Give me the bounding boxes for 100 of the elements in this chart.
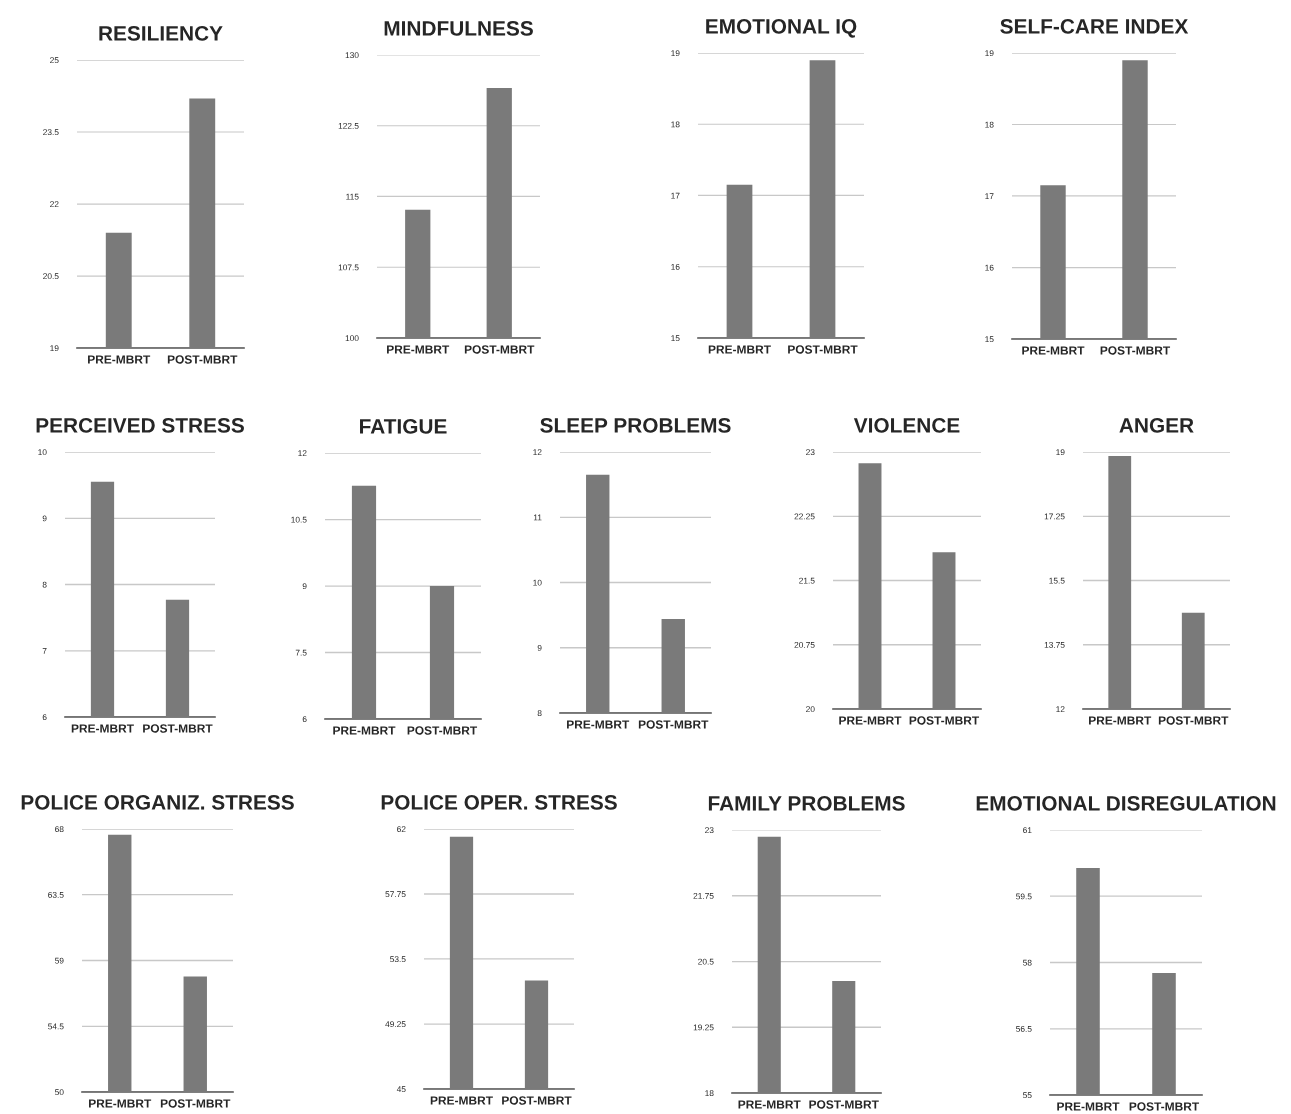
chart-title: SELF-CARE INDEX xyxy=(1000,19,1189,34)
chart-title: ANGER xyxy=(1119,418,1194,433)
x-tick-label: PRE-MBRT xyxy=(1022,346,1085,355)
y-tick-label: 16 xyxy=(671,263,680,270)
y-tick-label: 100 xyxy=(345,335,359,342)
y-tick-label: 22 xyxy=(50,201,59,208)
y-tick-label: 20 xyxy=(806,706,815,713)
x-tick-label: PRE-MBRT xyxy=(839,716,902,725)
y-tick-label: 20.5 xyxy=(43,273,59,280)
y-tick-label: 58 xyxy=(1023,959,1032,966)
y-tick-label: 7.5 xyxy=(295,649,307,656)
y-tick-label: 19 xyxy=(985,50,994,57)
y-tick-label: 15 xyxy=(671,335,680,342)
y-tick-label: 59.5 xyxy=(1016,893,1032,900)
y-tick-label: 12 xyxy=(1056,706,1065,713)
x-tick-label: PRE-MBRT xyxy=(738,1100,801,1109)
y-tick-label: 10.5 xyxy=(291,516,307,523)
y-tick-label: 9 xyxy=(42,515,47,522)
x-tick-label: PRE-MBRT xyxy=(88,355,151,364)
x-tick-label: PRE-MBRT xyxy=(71,724,134,733)
y-tick-label: 15.5 xyxy=(1049,577,1065,584)
y-tick-label: 7 xyxy=(42,648,47,654)
y-tick-label: 25 xyxy=(50,57,59,64)
y-tick-label: 15 xyxy=(985,336,994,343)
x-tick-label: POST-MBRT xyxy=(788,345,858,354)
y-tick-label: 6 xyxy=(302,716,307,723)
y-tick-label: 20.5 xyxy=(698,958,714,965)
y-tick-label: 9 xyxy=(537,644,542,651)
y-tick-label: 17 xyxy=(985,193,994,200)
y-tick-label: 8 xyxy=(537,710,542,717)
x-tick-label: POST-MBRT xyxy=(909,716,980,725)
y-tick-label: 17 xyxy=(671,192,680,199)
chart-title: VIOLENCE xyxy=(853,418,960,433)
y-tick-label: 63.5 xyxy=(48,891,64,898)
y-tick-label: 17.25 xyxy=(1044,513,1065,520)
y-tick-label: 130 xyxy=(345,52,359,59)
x-tick-label: PRE-MBRT xyxy=(1057,1102,1120,1111)
y-tick-label: 18 xyxy=(985,121,994,128)
x-tick-label: PRE-MBRT xyxy=(333,726,396,735)
y-tick-label: 59 xyxy=(55,957,64,964)
y-tick-label: 107.5 xyxy=(338,264,359,271)
chart-title: EMOTIONAL IQ xyxy=(706,19,857,38)
y-tick-label: 10 xyxy=(38,449,47,456)
y-tick-label: 57.75 xyxy=(385,891,406,898)
x-tick-label: POST-MBRT xyxy=(167,355,238,364)
x-tick-label: POST-MBRT xyxy=(143,724,213,733)
y-tick-label: 53.5 xyxy=(390,956,406,963)
y-tick-label: 115 xyxy=(346,193,359,200)
y-tick-label: 122.5 xyxy=(338,122,359,129)
chart-title: RESILIENCY xyxy=(99,26,223,41)
y-tick-label: 68 xyxy=(55,826,64,833)
y-tick-label: 13.75 xyxy=(1044,641,1065,648)
y-tick-label: 55 xyxy=(1023,1092,1032,1099)
x-tick-label: POST-MBRT xyxy=(464,345,535,354)
x-tick-label: PRE-MBRT xyxy=(708,345,771,354)
y-tick-label: 19.25 xyxy=(693,1024,714,1031)
y-tick-label: 49.25 xyxy=(385,1021,406,1028)
x-tick-label: POST-MBRT xyxy=(1129,1102,1200,1111)
y-tick-label: 50 xyxy=(55,1089,64,1096)
chart-title: EMOTIONAL DISREGULATION xyxy=(976,796,1276,811)
y-tick-label: 21.75 xyxy=(693,892,714,899)
x-tick-label: POST-MBRT xyxy=(407,726,478,735)
x-tick-label: POST-MBRT xyxy=(502,1096,572,1105)
y-tick-label: 56.5 xyxy=(1016,1025,1032,1032)
y-tick-label: 16 xyxy=(985,264,994,271)
y-tick-label: 19 xyxy=(1056,449,1065,456)
y-tick-label: 23 xyxy=(705,827,714,834)
x-tick-label: PRE-MBRT xyxy=(89,1099,152,1108)
y-tick-label: 21.5 xyxy=(799,577,815,584)
y-tick-label: 23 xyxy=(806,449,815,456)
y-tick-label: 61 xyxy=(1023,827,1032,834)
x-tick-label: POST-MBRT xyxy=(638,720,709,729)
y-tick-label: 12 xyxy=(533,449,542,456)
chart-title: FAMILY PROBLEMS xyxy=(708,796,905,811)
y-tick-label: 54.5 xyxy=(48,1023,64,1030)
y-tick-label: 22.25 xyxy=(794,513,815,520)
y-tick-label: 18 xyxy=(705,1090,714,1097)
chart-title: FATIGUE xyxy=(360,419,447,434)
y-tick-label: 23.5 xyxy=(43,129,59,136)
y-tick-label: 6 xyxy=(42,714,47,721)
y-tick-label: 10 xyxy=(533,579,542,586)
x-tick-label: POST-MBRT xyxy=(809,1100,879,1109)
chart-title: POLICE ORGANIZ. STRESS xyxy=(21,795,294,810)
chart-title: MINDFULNESS xyxy=(384,21,533,36)
y-tick-label: 20.75 xyxy=(794,641,815,648)
y-tick-label: 12 xyxy=(298,450,307,457)
x-tick-label: POST-MBRT xyxy=(1100,346,1171,355)
y-tick-label: 19 xyxy=(671,50,680,57)
y-tick-label: 8 xyxy=(42,581,47,588)
x-tick-label: POST-MBRT xyxy=(1158,716,1229,725)
y-tick-label: 45 xyxy=(396,1086,406,1093)
y-tick-label: 62 xyxy=(397,826,406,833)
chart-title: POLICE OPER. STRESS xyxy=(381,795,617,810)
y-tick-label: 11 xyxy=(533,514,542,521)
y-tick-label: 19 xyxy=(50,345,59,352)
y-tick-label: 9 xyxy=(302,583,307,590)
x-tick-label: PRE-MBRT xyxy=(430,1096,493,1105)
x-tick-label: PRE-MBRT xyxy=(1089,716,1152,725)
y-tick-label: 18 xyxy=(671,121,680,128)
x-tick-label: PRE-MBRT xyxy=(387,345,450,354)
